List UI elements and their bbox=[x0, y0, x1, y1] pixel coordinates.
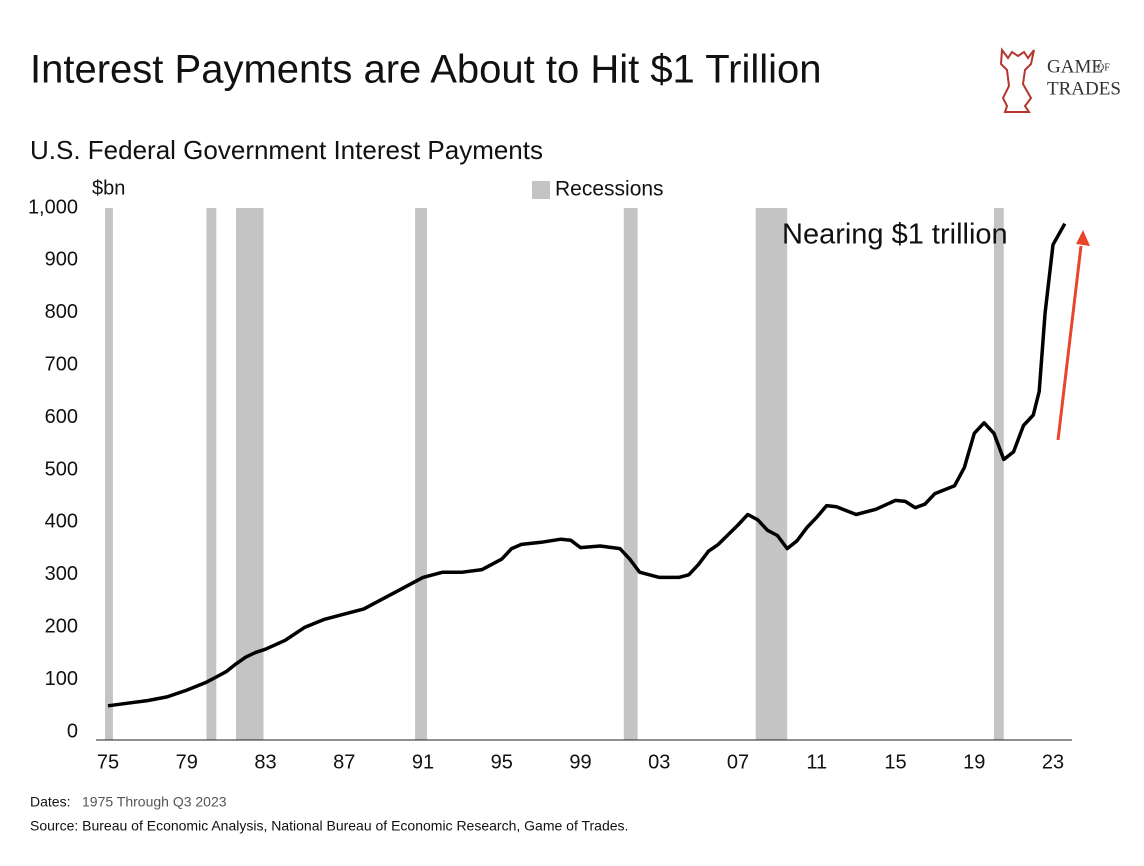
y-tick-label: 500 bbox=[45, 458, 78, 480]
chart-title: Interest Payments are About to Hit $1 Tr… bbox=[30, 48, 822, 92]
logo-text: GAME bbox=[1047, 56, 1103, 77]
x-tick-label: 07 bbox=[727, 751, 749, 773]
x-tick-label: 11 bbox=[806, 751, 827, 773]
dates: 1975 Through Q3 2023 bbox=[82, 794, 227, 810]
y-tick-label: 400 bbox=[45, 511, 78, 533]
x-tick-label: 19 bbox=[963, 751, 985, 773]
x-tick-label: 91 bbox=[412, 751, 434, 773]
recession-band bbox=[415, 208, 427, 740]
x-tick-label: 87 bbox=[333, 751, 355, 773]
logo: GAME OF TRADES bbox=[999, 47, 1121, 113]
legend-swatch bbox=[532, 181, 550, 199]
y-tick-label: 200 bbox=[45, 615, 78, 637]
x-tick-label: 75 bbox=[97, 751, 119, 773]
arrow-shaft bbox=[1056, 245, 1083, 441]
x-tick-label: 15 bbox=[884, 751, 906, 773]
dates-label: Dates: bbox=[30, 794, 70, 810]
source: Source: Bureau of Economic Analysis, Nat… bbox=[30, 818, 628, 834]
y-tick-label: 300 bbox=[45, 563, 78, 585]
arrow-head bbox=[1076, 230, 1090, 246]
logo-icon bbox=[999, 47, 1035, 113]
x-tick-label: 95 bbox=[491, 751, 513, 773]
y-tick-label: 700 bbox=[45, 353, 78, 375]
y-tick-label: 800 bbox=[45, 301, 78, 323]
legend-label: Recessions bbox=[555, 178, 664, 201]
recessions bbox=[105, 208, 1004, 740]
recession-band bbox=[105, 208, 113, 740]
logo-text: TRADES bbox=[1047, 78, 1121, 99]
arrow bbox=[1056, 230, 1090, 441]
logo-text: OF bbox=[1097, 62, 1110, 73]
y-tick-label: 100 bbox=[45, 668, 78, 690]
y-tick-label: 0 bbox=[67, 720, 78, 742]
annotation: Nearing $1 trillion bbox=[782, 219, 1008, 251]
y-tick-label: 1,000 bbox=[28, 196, 78, 218]
y-tick-label: 900 bbox=[45, 249, 78, 271]
x-tick-label: 23 bbox=[1042, 751, 1064, 773]
recession-band bbox=[623, 208, 638, 740]
y-axis-label: $bn bbox=[92, 177, 125, 199]
recession-band bbox=[755, 208, 788, 740]
x-tick-label: 99 bbox=[569, 751, 591, 773]
x-tick-label: 83 bbox=[254, 751, 276, 773]
recession-band bbox=[993, 208, 1004, 740]
x-tick-label: 03 bbox=[648, 751, 670, 773]
x-tick-label: 79 bbox=[176, 751, 198, 773]
chart-subtitle: U.S. Federal Government Interest Payment… bbox=[30, 135, 543, 165]
y-tick-label: 600 bbox=[45, 406, 78, 428]
data-line bbox=[107, 222, 1067, 708]
recession-band bbox=[206, 208, 217, 740]
